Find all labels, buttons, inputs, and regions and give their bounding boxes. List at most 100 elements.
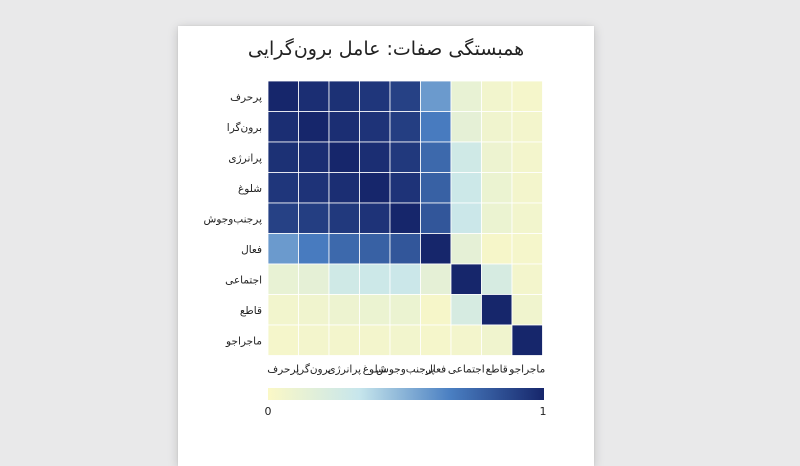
- heatmap-cell: [298, 263, 330, 295]
- heatmap-cell: [450, 233, 482, 265]
- row-label: اجتماعی: [225, 274, 262, 286]
- heatmap-cell: [267, 263, 299, 295]
- heatmap-cell: [420, 294, 452, 326]
- heatmap-cell: [359, 172, 391, 204]
- heatmap-cell: [511, 141, 543, 173]
- heatmap-cell: [420, 80, 452, 112]
- column-label: فعال: [425, 364, 446, 376]
- colorbar: [268, 388, 544, 400]
- heatmap-cell: [420, 202, 452, 234]
- heatmap-cell: [481, 324, 513, 356]
- heatmap-cell: [511, 80, 543, 112]
- heatmap-cell: [511, 263, 543, 295]
- heatmap-cell: [511, 294, 543, 326]
- heatmap-cell: [298, 202, 330, 234]
- heatmap-cell: [450, 263, 482, 295]
- heatmap-cell: [481, 294, 513, 326]
- heatmap-cell: [328, 80, 360, 112]
- heatmap-cell: [450, 80, 482, 112]
- heatmap-cell: [359, 263, 391, 295]
- heatmap-cell: [267, 141, 299, 173]
- heatmap-cell: [481, 141, 513, 173]
- heatmap-cell: [328, 294, 360, 326]
- heatmap-cell: [420, 233, 452, 265]
- column-label: ماجراجو: [508, 364, 545, 376]
- heatmap-cell: [298, 80, 330, 112]
- heatmap-cell: [389, 202, 421, 234]
- heatmap-cell: [298, 294, 330, 326]
- heatmap-cell: [420, 172, 452, 204]
- column-label: پرجنب‌وجوش: [376, 364, 435, 376]
- heatmap-cell: [328, 141, 360, 173]
- heatmap-cell: [420, 111, 452, 143]
- heatmap-cell: [511, 324, 543, 356]
- heatmap-cell: [359, 294, 391, 326]
- row-label: فعال: [241, 244, 262, 256]
- heatmap-cell: [481, 111, 513, 143]
- column-label: پرحرف: [267, 364, 299, 376]
- heatmap-cell: [511, 111, 543, 143]
- chart-title: همبستگی صفات: عامل برون‌گرایی: [247, 38, 525, 60]
- heatmap-cell: [389, 263, 421, 295]
- heatmap-cell: [267, 111, 299, 143]
- heatmap-cell: [328, 111, 360, 143]
- row-label: پرحرف: [230, 91, 262, 103]
- heatmap-cell: [298, 324, 330, 356]
- row-label: شلوغ: [238, 183, 262, 195]
- heatmap-cell: [267, 202, 299, 234]
- row-label: پرانرژی: [228, 152, 262, 164]
- heatmap-cell: [389, 324, 421, 356]
- heatmap-cell: [450, 172, 482, 204]
- row-label: پرجنب‌وجوش: [204, 213, 263, 225]
- heatmap-cell: [420, 141, 452, 173]
- heatmap-chart: پرحرفبرون‌گراپرانرژیشلوغپرجنب‌وجوشفعالاج…: [204, 80, 547, 418]
- heatmap-cell: [481, 202, 513, 234]
- heatmap-cell: [481, 80, 513, 112]
- heatmap-cell: [328, 324, 360, 356]
- heatmap-cell: [267, 172, 299, 204]
- heatmap-cell: [359, 141, 391, 173]
- heatmap-cell: [359, 80, 391, 112]
- colorbar-min-label: 0: [265, 405, 272, 418]
- heatmap-cell: [450, 202, 482, 234]
- heatmap-cell: [450, 111, 482, 143]
- heatmap-cell: [420, 263, 452, 295]
- heatmap-cell: [481, 233, 513, 265]
- heatmap-cell: [389, 294, 421, 326]
- heatmap-cell: [511, 233, 543, 265]
- heatmap-cell: [481, 172, 513, 204]
- heatmap-cell: [267, 80, 299, 112]
- heatmap-cell: [389, 141, 421, 173]
- heatmap-cell: [389, 233, 421, 265]
- heatmap-cell: [328, 172, 360, 204]
- heatmap-cell: [481, 263, 513, 295]
- heatmap-cell: [511, 172, 543, 204]
- heatmap-cell: [298, 233, 330, 265]
- heatmap-cell: [298, 172, 330, 204]
- heatmap-cell: [389, 80, 421, 112]
- heatmap-cell: [359, 202, 391, 234]
- colorbar-max-label: 1: [540, 405, 547, 418]
- column-label: اجتماعی: [448, 364, 485, 376]
- heatmap-cell: [511, 202, 543, 234]
- column-label: پرانرژی: [327, 364, 361, 376]
- heatmap-cell: [359, 233, 391, 265]
- row-label: برون‌گرا: [227, 121, 262, 134]
- column-label: برون‌گرا: [296, 363, 331, 376]
- heatmap-cell: [328, 202, 360, 234]
- heatmap-cell: [359, 324, 391, 356]
- heatmap-cell: [450, 294, 482, 326]
- heatmap-cell: [267, 233, 299, 265]
- heatmap-cell: [389, 111, 421, 143]
- heatmap-cell: [298, 111, 330, 143]
- heatmap-cell: [359, 111, 391, 143]
- heatmap-cell: [389, 172, 421, 204]
- row-label: ماجراجو: [225, 335, 262, 347]
- row-label: قاطع: [240, 305, 262, 317]
- heatmap-cell: [328, 233, 360, 265]
- heatmap-cell: [267, 324, 299, 356]
- heatmap-cell: [328, 263, 360, 295]
- column-label: قاطع: [486, 364, 508, 376]
- heatmap-cell: [267, 294, 299, 326]
- column-label: شلوغ: [363, 364, 387, 376]
